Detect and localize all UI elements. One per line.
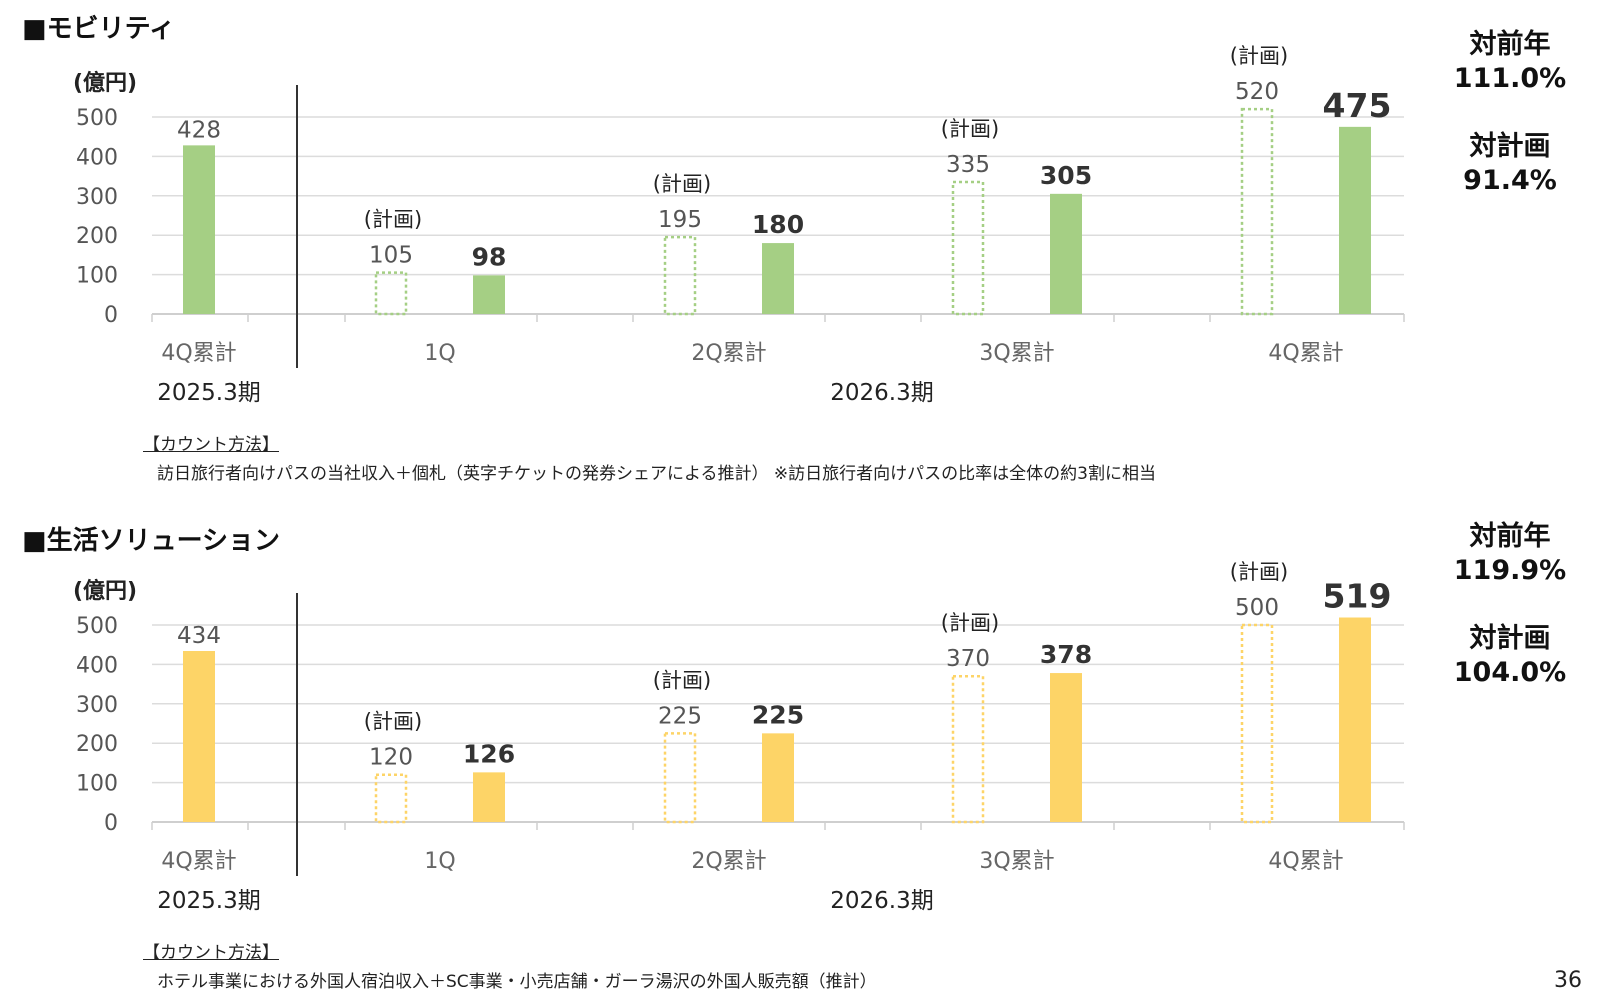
plan-tag-label: (計画)	[1230, 44, 1288, 68]
y-tick-label: 500	[76, 106, 118, 131]
yoy-value: 119.9%	[1453, 555, 1567, 586]
life-solutions-chart: (億円) 0 100 200 300 400 500 434 4Q累計 2025.3期 2026.3…	[73, 560, 1405, 914]
x-tick-label: 1Q	[424, 341, 455, 366]
bar-prev-year	[183, 651, 215, 822]
data-label-actual: 180	[752, 210, 804, 239]
data-label-plan: 195	[658, 207, 702, 233]
bar-actual	[473, 772, 505, 822]
y-tick-label: 200	[76, 732, 118, 757]
plan-tag-label: (計画)	[653, 172, 711, 196]
x-tick-label: 2Q累計	[691, 849, 766, 874]
yoy-label: 対前年	[1469, 29, 1551, 60]
mobility-kpi: 対前年 111.0% 対計画 91.4%	[1440, 28, 1580, 198]
plan-tag-label: (計画)	[364, 208, 422, 232]
y-axis-unit: (億円)	[73, 70, 137, 96]
data-label-plan: 225	[658, 703, 702, 729]
y-tick-label: 200	[76, 224, 118, 249]
data-label-actual: 126	[463, 739, 515, 768]
plan-value: 91.4%	[1463, 165, 1557, 196]
bar-actual	[1050, 193, 1082, 314]
bar-plan	[1240, 107, 1274, 316]
section-title-mobility: ■モビリティ	[22, 14, 176, 44]
bar-actual	[1339, 617, 1371, 822]
life-solutions-kpi: 対前年 119.9% 対計画 104.0%	[1440, 520, 1580, 690]
y-tick-label: 300	[76, 185, 118, 210]
y-tick-label: 0	[104, 303, 118, 328]
data-label-actual: 378	[1040, 640, 1092, 669]
data-label-plan: 500	[1235, 595, 1279, 621]
data-label-prev-year: 434	[177, 623, 221, 649]
y-tick-label: 100	[76, 772, 118, 797]
x-tick-label: 4Q累計	[1268, 849, 1343, 874]
bar-actual	[762, 243, 794, 314]
bar-plan	[663, 235, 697, 316]
bar-actual	[1339, 126, 1371, 314]
method-heading: 【カウント方法】	[143, 435, 279, 455]
data-label-actual: 98	[472, 242, 507, 271]
data-label-plan: 520	[1235, 79, 1279, 105]
y-tick-label: 0	[104, 811, 118, 836]
data-label-actual: 475	[1323, 86, 1392, 125]
section-title-life-solutions: ■生活ソリューション	[22, 526, 281, 556]
plan-tag-label: (計画)	[1230, 560, 1288, 584]
x-tick-label: 3Q累計	[979, 341, 1054, 366]
page-number: 36	[1554, 968, 1582, 993]
bar-plan	[951, 180, 985, 316]
x-tick-label: 3Q累計	[979, 849, 1054, 874]
x-tick-label: 2Q累計	[691, 341, 766, 366]
period-label-curr: 2026.3期	[830, 888, 933, 914]
data-label-plan: 335	[946, 152, 990, 178]
bar-actual	[762, 733, 794, 822]
plan-value: 104.0%	[1453, 657, 1567, 688]
plan-tag-label: (計画)	[364, 710, 422, 734]
x-tick-label: 1Q	[424, 849, 455, 874]
x-tick-label: 4Q累計	[1268, 341, 1343, 366]
data-label-actual: 519	[1323, 577, 1392, 616]
bar-plan	[1240, 623, 1274, 824]
y-tick-label: 500	[76, 614, 118, 639]
bar-plan	[951, 674, 985, 824]
y-axis-unit: (億円)	[73, 578, 137, 604]
plan-tag-label: (計画)	[653, 668, 711, 692]
y-tick-label: 400	[76, 653, 118, 678]
life-solutions-method: 【カウント方法】 ホテル事業における外国人宿泊収入＋SC事業・小売店舗・ガーラ湯…	[143, 938, 877, 992]
data-label-actual: 305	[1040, 161, 1092, 190]
bar-plan	[663, 732, 697, 824]
bar-prev-year	[183, 145, 215, 314]
x-tick-label: 4Q累計	[161, 849, 236, 874]
method-text: 訪日旅行者向けパスの当社収入＋個札（英字チケットの発券シェアによる推計） ※訪日…	[157, 464, 1156, 484]
x-tick-label: 4Q累計	[161, 341, 236, 366]
data-label-prev-year: 428	[177, 117, 221, 143]
plan-tag-label: (計画)	[941, 611, 999, 635]
data-label-plan: 105	[369, 243, 413, 269]
data-label-plan: 370	[946, 646, 990, 672]
period-label-curr: 2026.3期	[830, 380, 933, 406]
mobility-method: 【カウント方法】 訪日旅行者向けパスの当社収入＋個札（英字チケットの発券シェアに…	[143, 430, 1156, 484]
method-text: ホテル事業における外国人宿泊収入＋SC事業・小売店舗・ガーラ湯沢の外国人販売額（…	[157, 972, 877, 992]
plan-label: 対計画	[1469, 131, 1551, 162]
mobility-chart: (億円) 0 100 200 300 400 500 428 4Q累計 2025.3期 2026.3…	[73, 44, 1405, 406]
data-label-plan: 120	[369, 745, 413, 771]
yoy-value: 111.0%	[1453, 63, 1567, 94]
bar-actual	[1050, 673, 1082, 822]
period-label-prev: 2025.3期	[157, 380, 260, 406]
data-label-actual: 225	[752, 700, 804, 729]
method-heading: 【カウント方法】	[143, 943, 279, 963]
yoy-label: 対前年	[1469, 521, 1551, 552]
y-tick-label: 100	[76, 264, 118, 289]
y-tick-label: 300	[76, 693, 118, 718]
plan-tag-label: (計画)	[941, 117, 999, 141]
period-label-prev: 2025.3期	[157, 888, 260, 914]
bar-plan	[374, 773, 408, 824]
plan-label: 対計画	[1469, 623, 1551, 654]
y-tick-label: 400	[76, 145, 118, 170]
bar-actual	[473, 275, 505, 314]
bar-plan	[374, 271, 408, 316]
